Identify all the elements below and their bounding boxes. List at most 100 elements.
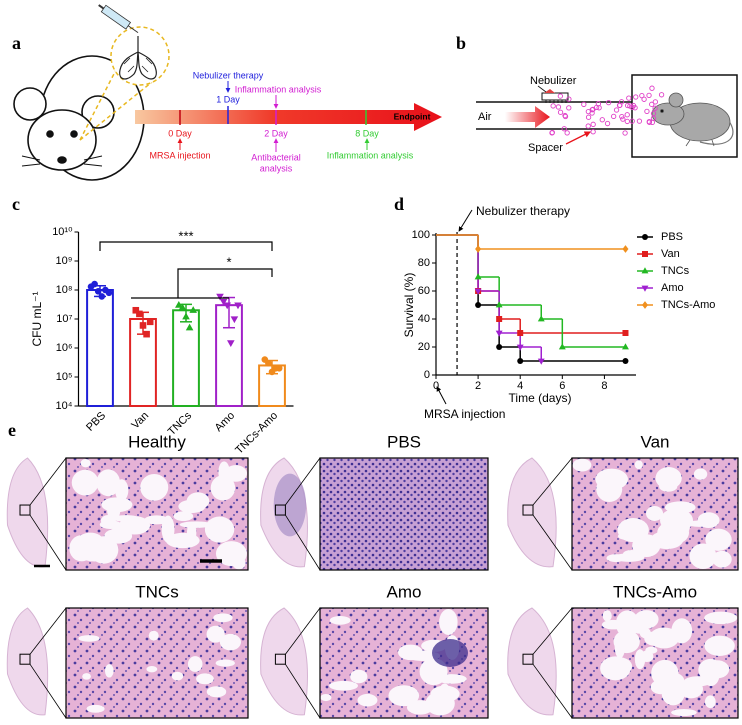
mouse-ear [13, 87, 47, 121]
mouse-illustration [13, 55, 145, 181]
airspace [613, 553, 645, 562]
zoom-connector [532, 663, 573, 719]
airspace [646, 506, 664, 521]
airspace [639, 627, 651, 639]
aerosol-dot [649, 85, 655, 91]
survival-point [495, 330, 503, 337]
zoom-connector [29, 514, 67, 571]
airspace [439, 608, 458, 635]
aerosol-dot [633, 94, 639, 100]
data-point [146, 318, 154, 326]
histology-title: TNCs-Amo [613, 582, 697, 601]
aerosol-dot [636, 118, 643, 124]
nebulizer-diagram: Nebulizer Air Spacer [476, 74, 738, 158]
airspace [350, 669, 368, 684]
legend-marker [642, 301, 648, 309]
aerosol-dot [629, 118, 635, 124]
survival-point [496, 344, 503, 350]
airspace [650, 531, 684, 550]
survival-point [496, 316, 503, 322]
aerosol-dot [620, 116, 626, 122]
airspace [572, 458, 592, 472]
y-tick-label: 10⁵ [56, 371, 73, 383]
spacer-arrow [565, 131, 591, 145]
airspace [96, 469, 121, 497]
survival-point [622, 245, 629, 253]
syringe-needle [127, 25, 139, 34]
air-arrow [505, 106, 550, 128]
airspace [693, 468, 708, 480]
aerosol-dot [555, 104, 562, 110]
timeline: Endpoint Nebulizer therapy 1 Day Inflamm… [135, 70, 442, 173]
airspace [614, 633, 626, 659]
aerosol-dot [652, 105, 658, 111]
dashed-connector [79, 81, 153, 141]
mouse-feet [685, 139, 715, 147]
data-point [139, 322, 147, 329]
data-point [143, 330, 150, 338]
mouse-eye [660, 109, 664, 113]
data-point [182, 312, 190, 320]
data-point [219, 298, 228, 306]
airspace [82, 673, 91, 680]
histology-frame [319, 457, 489, 571]
inflammatory-cluster [432, 639, 468, 667]
histology-title: PBS [387, 432, 421, 451]
nebulizer-cap [544, 89, 555, 93]
data-point [91, 280, 98, 288]
survival-point [474, 288, 482, 295]
histology-title: Van [641, 432, 670, 451]
y-tick-label: 100 [412, 229, 430, 241]
airspace [705, 528, 732, 551]
mouse-eye [70, 130, 78, 138]
airspace [634, 460, 643, 470]
zoom-connector [29, 457, 67, 506]
airspace [655, 467, 682, 490]
lesion-region [273, 473, 307, 537]
lung-thumbnail [260, 607, 308, 716]
zoom-connector [532, 457, 573, 506]
airspace [651, 659, 679, 687]
zoom-connector [285, 457, 321, 506]
data-point [265, 359, 272, 367]
x-tick-label: 8 [601, 380, 607, 392]
legend-marker [642, 234, 648, 240]
aerosol-dot [639, 93, 645, 99]
aerosol-dot [566, 105, 572, 111]
y-axis-label: CFU mL⁻¹ [30, 292, 44, 347]
aerosol-dot [549, 129, 555, 136]
survival-point [517, 330, 524, 336]
y-tick-label: 10⁹ [56, 255, 73, 267]
data-point [189, 306, 197, 313]
bar [86, 289, 114, 407]
aerosol-dot [593, 104, 600, 110]
airspace [712, 550, 732, 568]
event-label: MRSA injection [149, 150, 210, 160]
event-label: analysis [260, 163, 293, 173]
event-label: Antibacterial [251, 152, 301, 162]
airspace [689, 543, 717, 569]
annotation-arrow [436, 386, 447, 405]
mouse-tail [699, 119, 734, 145]
aerosol-dot [611, 113, 617, 120]
label-leader [537, 85, 547, 93]
mouse-whiskers [21, 155, 103, 167]
legend-marker [642, 251, 648, 257]
airspace [436, 674, 467, 684]
lung-inset [79, 4, 170, 141]
airspace [704, 611, 738, 625]
event-label: Nebulizer therapy [193, 70, 264, 80]
aerosol-dot [624, 118, 630, 125]
lung-thumbnail [507, 457, 557, 568]
aerosol-dot [649, 101, 655, 107]
airspace [146, 665, 158, 673]
airspace [704, 695, 716, 709]
histology-title: TNCs [135, 582, 178, 601]
x-tick-label: Amo [213, 410, 237, 434]
data-point [136, 310, 143, 318]
airspace [687, 520, 712, 527]
y-tick-label: 80 [418, 257, 430, 269]
data-point [105, 289, 113, 297]
histology-frame [571, 457, 739, 571]
